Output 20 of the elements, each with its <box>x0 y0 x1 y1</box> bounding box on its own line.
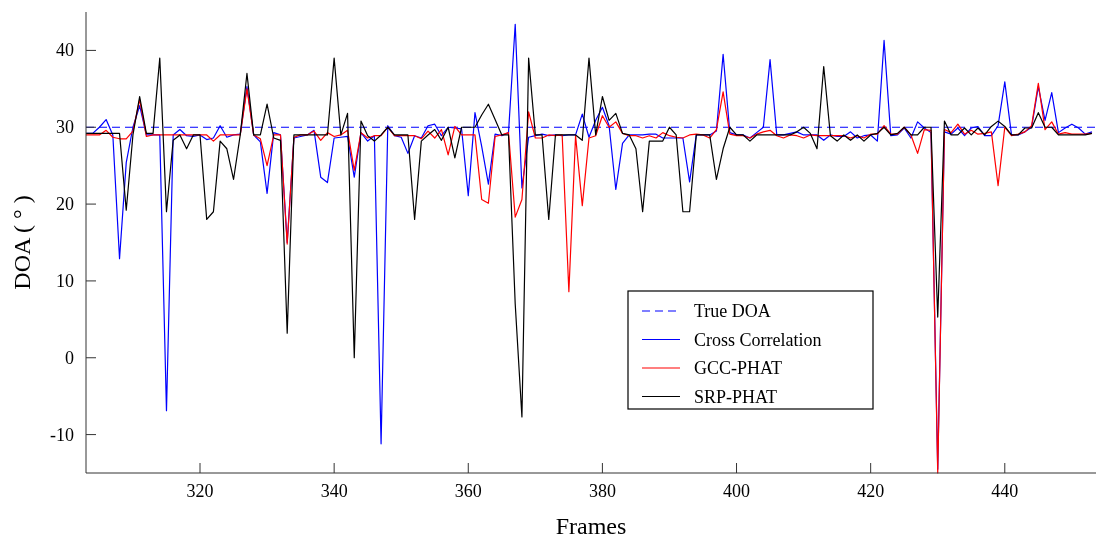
legend-label: Cross Correlation <box>694 329 822 350</box>
x-tick-label: 340 <box>320 481 348 501</box>
y-tick-label: 0 <box>65 347 74 368</box>
y-tick-label: -10 <box>50 424 74 445</box>
y-tick-label: 20 <box>56 194 74 215</box>
x-tick-label: 400 <box>723 481 751 501</box>
y-tick-label: 40 <box>56 40 74 61</box>
line-series <box>86 57 1093 418</box>
x-tick-label: 360 <box>454 481 482 501</box>
x-axis-title: Frames <box>555 513 627 539</box>
x-tick-label: 380 <box>588 481 616 501</box>
x-tick-label: 320 <box>186 481 214 501</box>
legend-label: GCC-PHAT <box>694 358 783 378</box>
y-tick-label: 30 <box>56 117 74 138</box>
y-tick-label: 10 <box>56 270 74 291</box>
y-axis-title: DOA ( ° ) <box>9 195 35 290</box>
x-tick-label: 420 <box>857 481 885 501</box>
x-tick-label: 440 <box>991 481 1019 501</box>
legend-label: SRP-PHAT <box>694 386 778 407</box>
legend-label: True DOA <box>694 301 771 321</box>
